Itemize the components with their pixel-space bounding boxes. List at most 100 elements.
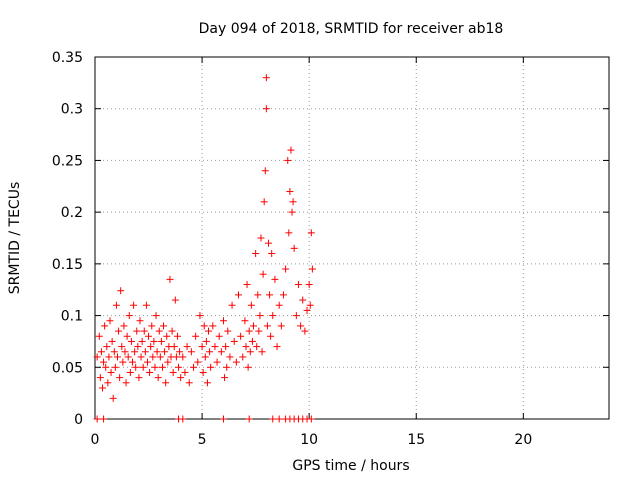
data-point [246, 348, 254, 356]
data-point [249, 322, 257, 330]
data-point [223, 363, 231, 371]
data-point [201, 353, 209, 361]
data-point [108, 337, 116, 345]
data-point [135, 374, 143, 382]
data-point [120, 322, 128, 330]
data-point [156, 353, 164, 361]
data-point [138, 337, 146, 345]
data-point [252, 250, 260, 258]
data-point [242, 343, 250, 351]
data-point [273, 343, 281, 351]
data-point [143, 358, 151, 366]
data-point [131, 348, 139, 356]
data-point [119, 358, 127, 366]
data-point [306, 301, 314, 309]
data-point [239, 353, 247, 361]
data-point [96, 374, 104, 382]
data-point [213, 358, 221, 366]
data-point [307, 229, 315, 237]
data-point [275, 415, 283, 423]
data-point [247, 301, 255, 309]
data-point [269, 312, 277, 320]
data-point [258, 348, 266, 356]
y-axis: 0 0.05 0.1 0.15 0.2 0.25 0.3 0.35 [52, 50, 609, 428]
data-point [230, 337, 238, 345]
data-point [126, 368, 134, 376]
data-point [104, 379, 112, 387]
data-point [263, 322, 271, 330]
grid-lines [95, 57, 609, 419]
data-point [220, 415, 227, 423]
data-point [261, 167, 269, 175]
data-point [154, 374, 162, 382]
data-point [102, 363, 110, 371]
data-point [254, 291, 262, 299]
data-point [123, 332, 131, 340]
data-point [308, 265, 316, 273]
data-point [244, 363, 252, 371]
data-point [122, 379, 130, 387]
data-point [217, 348, 225, 356]
data-point [211, 343, 219, 351]
data-point [215, 332, 223, 340]
data-point [173, 332, 181, 340]
data-point [220, 317, 227, 325]
data-point [294, 281, 302, 289]
data-point [109, 394, 117, 402]
data-point [121, 348, 129, 356]
y-tick-label: 0.35 [52, 50, 83, 66]
data-point [303, 306, 311, 314]
data-point [245, 415, 253, 423]
data-point [132, 363, 140, 371]
data-point [287, 146, 295, 154]
data-point [133, 327, 141, 335]
data-point [260, 198, 268, 206]
data-point [237, 332, 245, 340]
data-point [286, 187, 294, 195]
data-point [155, 327, 163, 335]
data-point [175, 363, 183, 371]
y-axis-label: SRMTID / TECUs [7, 182, 23, 295]
data-point [172, 353, 180, 361]
x-axis: 0 5 10 15 20 [91, 57, 532, 448]
y-tick-label: 0 [74, 412, 83, 428]
data-point [95, 332, 103, 340]
data-point [196, 312, 204, 320]
data-point [248, 337, 256, 345]
data-points [93, 74, 316, 423]
data-point [305, 281, 313, 289]
data-point [264, 239, 272, 247]
data-point [152, 312, 160, 320]
data-point [124, 353, 132, 361]
data-point [290, 244, 298, 252]
data-point [170, 343, 178, 351]
x-tick-label: 20 [514, 432, 532, 448]
data-point [183, 343, 191, 351]
data-point [125, 312, 133, 320]
data-point [130, 301, 138, 309]
data-point [232, 358, 240, 366]
data-point [107, 368, 115, 376]
data-point [262, 105, 270, 113]
data-point [111, 363, 119, 371]
data-point [221, 374, 229, 382]
data-point [288, 208, 296, 216]
data-point [116, 374, 124, 382]
data-point [205, 327, 213, 335]
data-point [203, 379, 211, 387]
data-point [158, 363, 166, 371]
data-point [145, 332, 153, 340]
data-point [115, 327, 123, 335]
data-point [277, 322, 285, 330]
data-point [166, 275, 174, 283]
data-point [282, 265, 290, 273]
x-tick-label: 15 [407, 432, 425, 448]
data-point [243, 281, 251, 289]
data-point [171, 296, 179, 304]
data-point [198, 343, 206, 351]
data-point [148, 322, 156, 330]
data-point [268, 250, 276, 258]
data-point [185, 379, 193, 387]
data-point [157, 337, 165, 345]
data-point [194, 358, 202, 366]
